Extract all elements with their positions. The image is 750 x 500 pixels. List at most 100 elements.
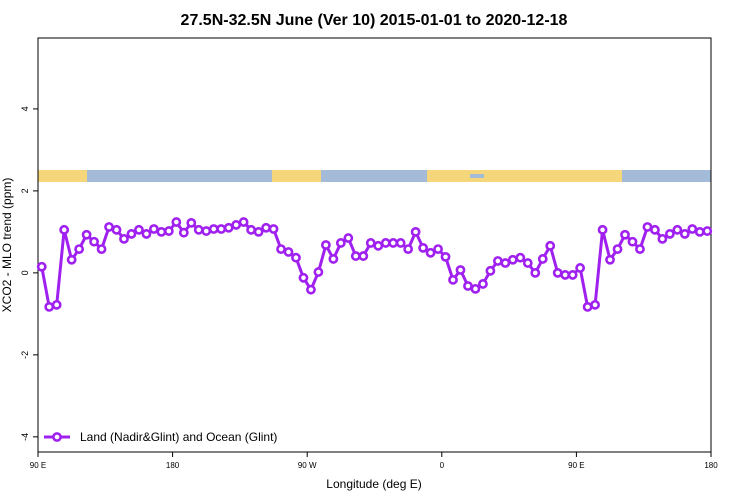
x-axis-label: Longitude (deg E) bbox=[326, 477, 421, 491]
data-point bbox=[582, 301, 593, 312]
y-tick-label: 2 bbox=[20, 188, 30, 193]
data-point bbox=[522, 258, 533, 268]
data-point bbox=[261, 222, 271, 233]
data-point bbox=[134, 224, 144, 235]
data-point bbox=[320, 240, 331, 250]
data-point bbox=[485, 265, 496, 276]
data-point bbox=[403, 244, 414, 254]
data-point bbox=[216, 224, 227, 234]
data-point bbox=[276, 244, 286, 254]
data-point bbox=[253, 226, 264, 237]
data-point bbox=[163, 226, 174, 236]
data-point bbox=[664, 229, 675, 239]
data-point bbox=[171, 217, 182, 227]
data-point bbox=[507, 254, 518, 265]
data-point bbox=[650, 224, 660, 235]
data-point bbox=[298, 272, 309, 283]
data-point bbox=[440, 251, 451, 262]
data-point bbox=[388, 238, 399, 248]
data-point bbox=[679, 229, 690, 239]
data-point bbox=[44, 301, 55, 312]
data-point bbox=[702, 226, 713, 236]
x-tick-label: 90 E bbox=[568, 461, 584, 470]
data-point bbox=[463, 281, 473, 291]
data-point bbox=[612, 244, 623, 254]
data-point bbox=[156, 226, 167, 237]
data-point bbox=[373, 240, 384, 251]
data-point bbox=[246, 224, 257, 235]
data-point bbox=[89, 236, 99, 247]
land-ocean-strip bbox=[38, 170, 711, 182]
data-point bbox=[478, 279, 488, 289]
data-point bbox=[418, 242, 429, 253]
data-point bbox=[186, 217, 197, 228]
data-point bbox=[313, 267, 324, 277]
x-tick-label: 180 bbox=[166, 461, 180, 470]
data-point bbox=[590, 299, 600, 310]
data-point bbox=[425, 247, 436, 258]
data-point bbox=[208, 224, 219, 234]
y-tick-label: -2 bbox=[20, 351, 30, 359]
data-point bbox=[74, 244, 85, 254]
legend-marker bbox=[52, 432, 62, 442]
data-point bbox=[448, 274, 458, 285]
data-point bbox=[66, 254, 77, 265]
y-tick-label: 0 bbox=[20, 270, 30, 275]
y-tick-label: -4 bbox=[20, 433, 30, 441]
data-point bbox=[545, 240, 556, 251]
ocean-band bbox=[470, 174, 484, 178]
data-point bbox=[96, 244, 107, 254]
data-point bbox=[231, 220, 242, 230]
x-tick-label: 90 E bbox=[30, 461, 46, 470]
data-point bbox=[530, 267, 541, 278]
data-point bbox=[350, 251, 361, 261]
y-axis-label: XCO2 - MLO trend (ppm) bbox=[0, 178, 14, 313]
x-tick-label: 0 bbox=[440, 461, 445, 470]
data-point bbox=[51, 299, 62, 310]
data-point bbox=[238, 217, 249, 227]
data-point bbox=[537, 254, 548, 264]
data-point bbox=[672, 224, 683, 235]
data-point bbox=[111, 224, 122, 235]
data-point bbox=[500, 258, 511, 268]
data-point bbox=[470, 283, 481, 294]
data-point bbox=[358, 251, 369, 261]
data-point bbox=[642, 222, 653, 232]
data-point bbox=[59, 224, 70, 235]
data-point bbox=[410, 226, 421, 237]
data-point bbox=[119, 233, 129, 244]
data-point bbox=[268, 224, 279, 234]
data-point bbox=[492, 256, 503, 266]
data-point bbox=[141, 229, 152, 239]
data-point bbox=[627, 236, 638, 247]
data-point bbox=[395, 238, 406, 248]
data-point bbox=[335, 238, 346, 248]
land-band bbox=[272, 170, 321, 182]
data-point bbox=[620, 229, 630, 240]
x-tick-label: 180 bbox=[704, 461, 718, 470]
data-point bbox=[178, 227, 189, 238]
data-point bbox=[635, 244, 645, 254]
data-point bbox=[283, 247, 294, 257]
data-point bbox=[597, 224, 608, 235]
data-point bbox=[380, 238, 391, 248]
chart-title: 27.5N-32.5N June (Ver 10) 2015-01-01 to … bbox=[181, 12, 568, 29]
data-point bbox=[291, 252, 301, 263]
data-point bbox=[560, 270, 571, 280]
data-point bbox=[328, 254, 339, 264]
data-point bbox=[223, 222, 234, 233]
data-point bbox=[126, 229, 137, 239]
data-point bbox=[306, 284, 316, 295]
land-band bbox=[38, 170, 87, 182]
data-point bbox=[694, 226, 705, 237]
data-point bbox=[365, 238, 376, 248]
data-point bbox=[343, 233, 354, 243]
plot-frame bbox=[37, 37, 712, 453]
data-point bbox=[515, 252, 526, 263]
data-point bbox=[104, 222, 114, 232]
x-tick-label: 90 W bbox=[298, 461, 317, 470]
data-point bbox=[567, 270, 578, 280]
data-point bbox=[201, 226, 212, 236]
